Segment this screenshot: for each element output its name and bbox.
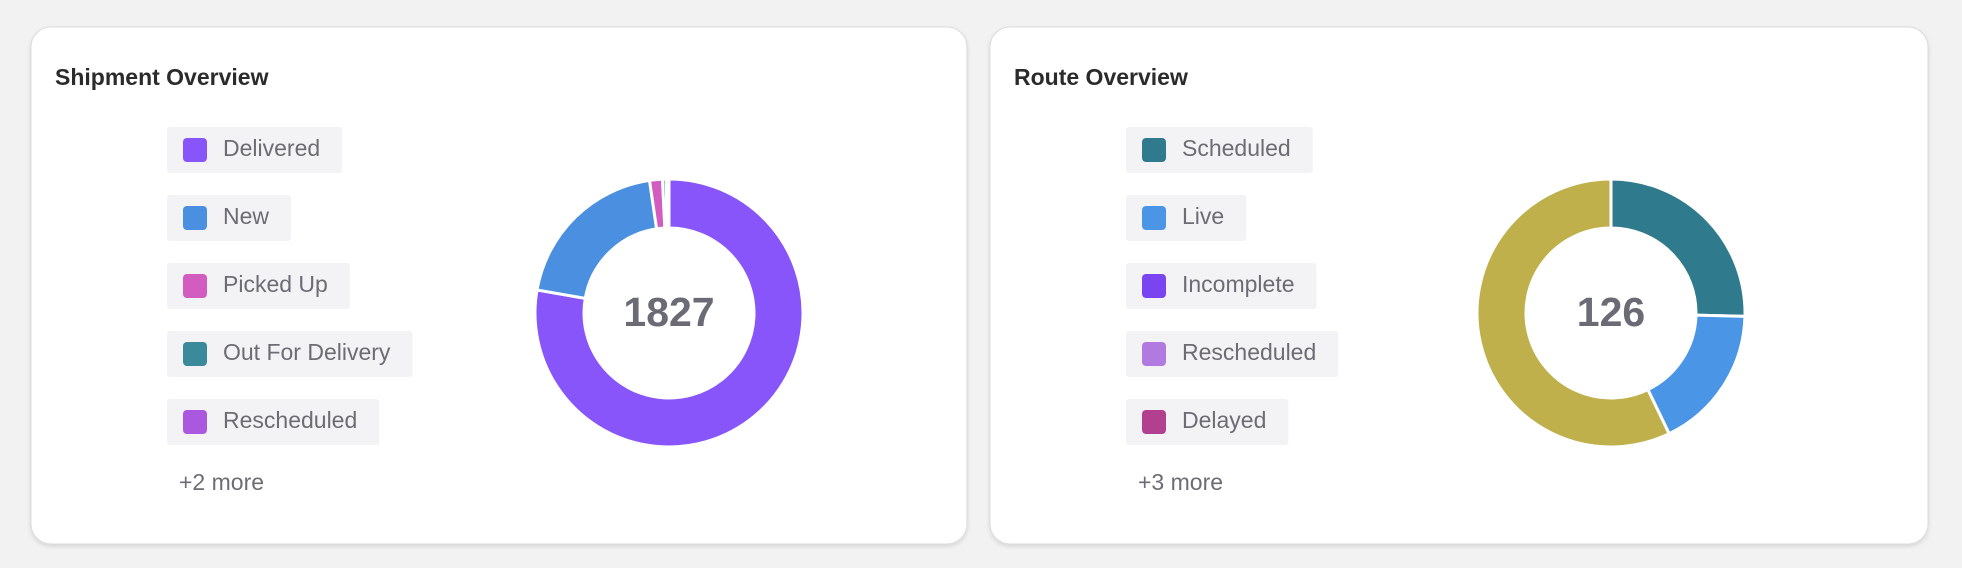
card: Shipment Overview Delivered New Picked Up Ou… (30, 26, 968, 545)
legend-label: Out For Delivery (223, 339, 391, 365)
legend-item (1126, 263, 1317, 309)
legend-swatch (1142, 206, 1166, 230)
legend-label: Live (1182, 203, 1224, 229)
legend-item (167, 263, 350, 309)
legend-swatch (1142, 342, 1166, 366)
legend-label: Scheduled (1182, 135, 1291, 161)
legend-swatch (183, 138, 207, 162)
legend-swatch (183, 342, 207, 366)
more-link: +2 more (179, 469, 264, 495)
legend-item (167, 331, 413, 377)
card: Route Overview Scheduled Live Incomplete Res… (989, 26, 1929, 545)
legend-label: Picked Up (223, 271, 328, 297)
legend-item (167, 399, 380, 445)
legend-swatch (183, 410, 207, 434)
legend-item (1126, 399, 1289, 445)
legend-swatch (1142, 138, 1166, 162)
donut-total: 1827 (623, 289, 714, 335)
legend-swatch (183, 274, 207, 298)
donut-segment (533, 177, 805, 449)
donut-segment (664, 177, 671, 230)
legend-label: Delivered (223, 135, 320, 161)
more-link: +3 more (1138, 469, 1223, 495)
legend-swatch (1142, 410, 1166, 434)
legend-item (1126, 331, 1339, 377)
legend-swatch (183, 206, 207, 230)
legend-label: Delayed (1182, 407, 1266, 433)
legend-item (1126, 127, 1313, 173)
donut-total: 126 (1577, 289, 1645, 335)
card-title: Route Overview (1014, 64, 1188, 90)
legend-label: New (223, 203, 269, 229)
legend-label: Rescheduled (1182, 339, 1316, 365)
legend-item (167, 127, 343, 173)
donut-segment (1609, 177, 1747, 318)
legend-label: Rescheduled (223, 407, 357, 433)
legend-label: Incomplete (1182, 271, 1295, 297)
donut-segment (1475, 177, 1672, 449)
legend-swatch (1142, 274, 1166, 298)
card-title: Shipment Overview (55, 64, 269, 90)
